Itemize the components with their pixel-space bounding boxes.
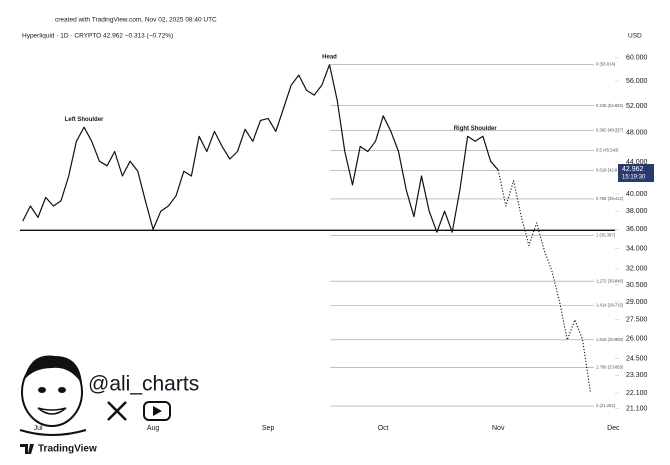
x-tick-label: Oct bbox=[378, 425, 389, 432]
y-tick-label: 34.000 bbox=[626, 245, 648, 252]
x-tick-label: Aug bbox=[147, 425, 160, 432]
fib-label: 0.5 (45.543) bbox=[596, 148, 619, 153]
fib-label-bg bbox=[594, 102, 614, 109]
y-tick-label: 29.000 bbox=[626, 299, 648, 306]
price-line bbox=[22, 64, 499, 233]
fib-label: 1 (35.367) bbox=[596, 232, 616, 237]
fib-label-bg bbox=[594, 61, 614, 68]
y-tick-label: 22.100 bbox=[626, 390, 648, 397]
fib-label-bg bbox=[594, 195, 614, 202]
fib-label-bg bbox=[594, 232, 614, 239]
y-tick-label: 32.000 bbox=[626, 266, 648, 273]
fib-label-bg bbox=[594, 127, 614, 134]
fib-label: 0.786 (39.412) bbox=[596, 196, 624, 201]
annotation: Left Shoulder bbox=[65, 117, 104, 123]
annotation: Right Shoulder bbox=[454, 126, 498, 132]
fib-label-bg bbox=[594, 167, 614, 174]
brand-logo bbox=[20, 444, 34, 454]
y-tick-label: 30.500 bbox=[626, 282, 648, 289]
fib-label-bg bbox=[594, 403, 614, 410]
x-tick-label: Dec bbox=[607, 425, 620, 432]
fib-label: 0.382 (48.337) bbox=[596, 128, 624, 133]
fib-label: 2 (21.264) bbox=[596, 403, 616, 408]
fib-label-bg bbox=[594, 364, 614, 371]
y-tick-label: 52.000 bbox=[626, 103, 648, 110]
fib-label: 0.618 (42.919) bbox=[596, 167, 624, 172]
fib-label: 0 (58.814) bbox=[596, 62, 616, 67]
fib-label: 0.236 (52.033) bbox=[596, 103, 624, 108]
annotation: Head bbox=[322, 54, 337, 60]
handle: @ali_charts bbox=[88, 373, 199, 396]
currency: USD bbox=[628, 33, 642, 40]
y-tick-label: 38.000 bbox=[626, 208, 648, 215]
x-tick-label: Sep bbox=[262, 425, 275, 432]
fib-label-bg bbox=[594, 302, 614, 309]
created-note: created with TradingView.com, Nov 02, 20… bbox=[55, 17, 217, 24]
plot-area: 60.000 56.000 52.000 48.000 44.000 40.000 38.0… bbox=[20, 54, 654, 432]
x-tick-label: Nov bbox=[492, 425, 505, 432]
y-tick-label: 21.100 bbox=[626, 406, 648, 413]
fib-label-bg bbox=[594, 336, 614, 343]
fib-label: 1.272 (30.848) bbox=[596, 278, 624, 283]
fib-label: 1.786 (23.855) bbox=[596, 365, 624, 370]
youtube-icon bbox=[143, 401, 171, 421]
y-tick-label: 36.000 bbox=[626, 226, 648, 233]
y-tick-label: 56.000 bbox=[626, 78, 648, 85]
y-tick-label: 23.300 bbox=[626, 372, 648, 379]
x-tick-label: Jul bbox=[34, 425, 43, 432]
y-tick-label: 27.500 bbox=[626, 317, 648, 324]
price-box-label: 42.962 bbox=[622, 166, 644, 173]
fib-label: 1.618 (25.908) bbox=[596, 337, 624, 342]
countdown: 15:19:30 bbox=[622, 175, 646, 181]
y-tick-label: 24.500 bbox=[626, 355, 648, 362]
x-icon bbox=[107, 401, 127, 421]
brand: TradingView bbox=[38, 444, 97, 455]
y-tick-label: 48.000 bbox=[626, 130, 648, 137]
fib-label-bg bbox=[594, 147, 614, 154]
fib-label-bg bbox=[594, 278, 614, 285]
y-tick-label: 40.000 bbox=[626, 191, 648, 198]
y-tick-label: 44.000 bbox=[626, 159, 648, 166]
avatar bbox=[19, 355, 87, 436]
symbol-legend: Hyperliquid · 1D · CRYPTO 42.962 −0.313 … bbox=[22, 33, 173, 40]
y-tick-label: 60.000 bbox=[626, 55, 648, 62]
price-line bbox=[497, 169, 591, 392]
fib-label: 1.414 (28.715) bbox=[596, 302, 624, 307]
price-box bbox=[618, 164, 654, 183]
y-tick-label: 26.000 bbox=[626, 335, 648, 342]
